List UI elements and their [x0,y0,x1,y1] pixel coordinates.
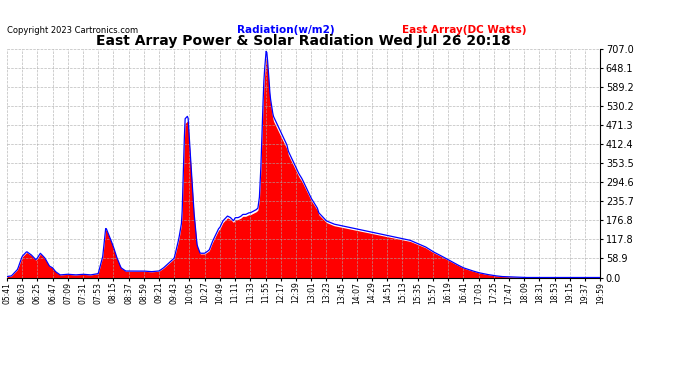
Title: East Array Power & Solar Radiation Wed Jul 26 20:18: East Array Power & Solar Radiation Wed J… [96,34,511,48]
Text: Radiation(w/m2): Radiation(w/m2) [237,25,335,35]
Text: Copyright 2023 Cartronics.com: Copyright 2023 Cartronics.com [7,26,138,35]
Text: East Array(DC Watts): East Array(DC Watts) [402,25,526,35]
